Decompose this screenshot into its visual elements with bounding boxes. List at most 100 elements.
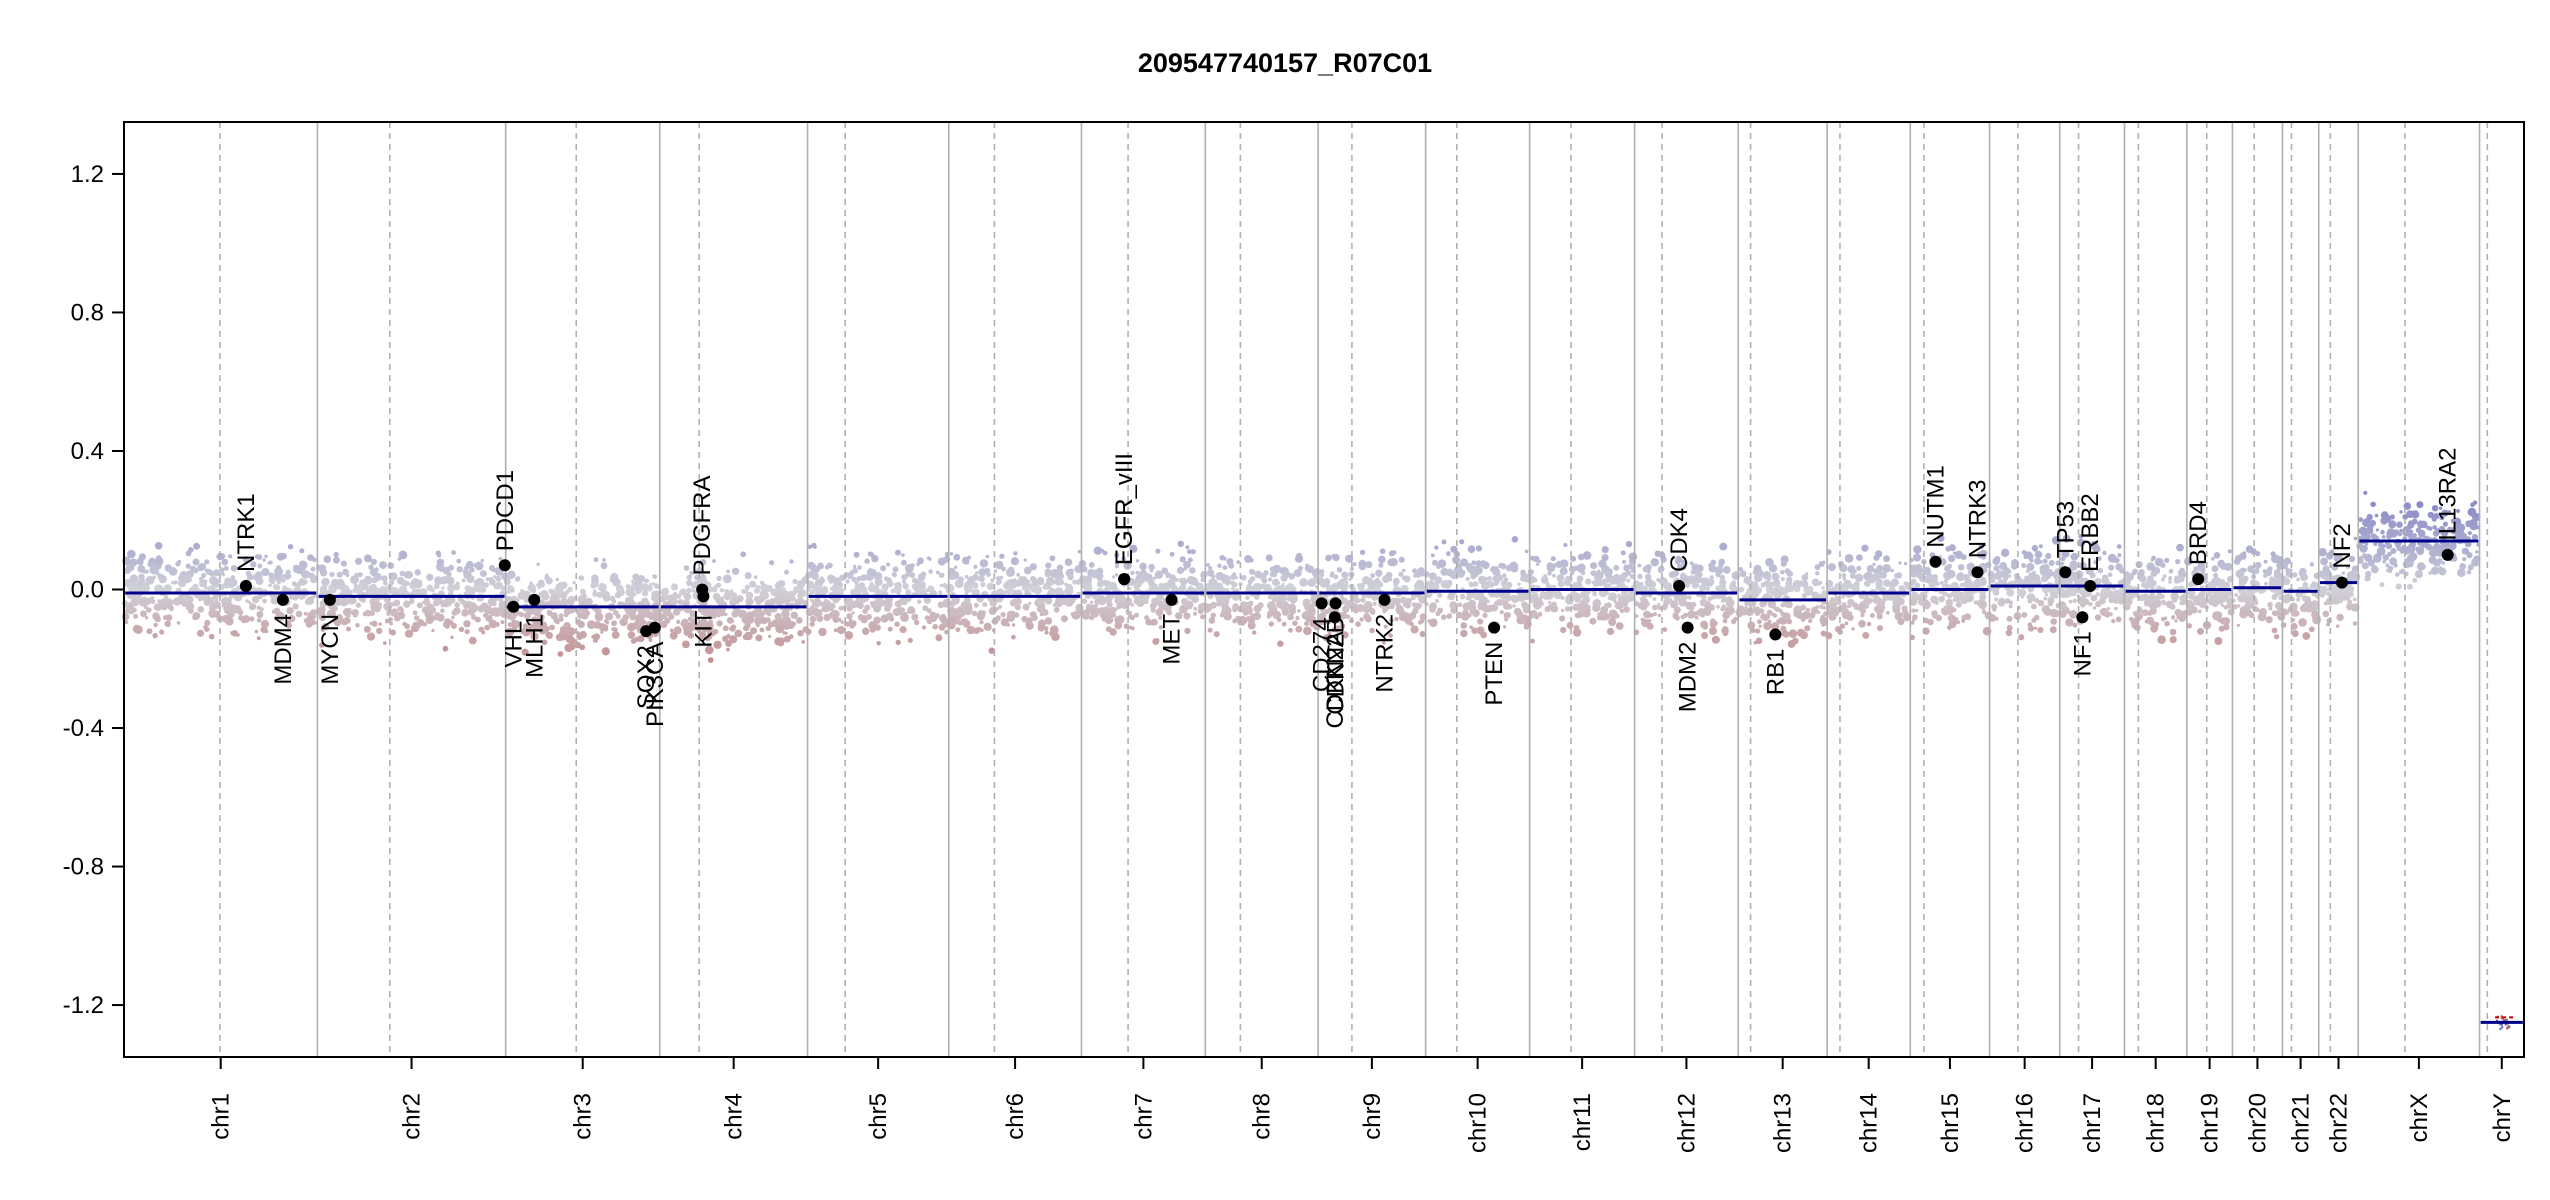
probe-point	[146, 628, 153, 635]
probe-point	[159, 629, 165, 635]
gene-label: RB1	[1762, 649, 1789, 696]
probe-point	[1847, 598, 1855, 606]
probe-point	[1475, 560, 1483, 567]
probe-point	[1711, 635, 1720, 644]
gene-label: NTRK3	[1965, 480, 1992, 559]
probe-point	[1189, 567, 1196, 574]
probe-point	[1042, 584, 1049, 590]
probe-point	[2028, 588, 2033, 593]
probe-point	[837, 617, 842, 622]
probe-point	[1158, 615, 1163, 620]
probe-point	[788, 594, 796, 602]
probe-point	[1515, 610, 1524, 618]
probe-point	[1360, 597, 1366, 603]
probe-point	[274, 573, 283, 582]
probe-point	[1016, 572, 1021, 577]
probe-point	[164, 594, 169, 600]
probe-point	[254, 629, 259, 634]
probe-point	[2471, 558, 2480, 567]
probe-point	[1222, 556, 1227, 561]
probe-point	[1708, 626, 1717, 636]
probe-point	[1369, 607, 1374, 613]
probe-point	[2291, 630, 2299, 637]
probe-point	[2065, 618, 2074, 627]
probe-point	[541, 639, 548, 646]
probe-point	[2169, 603, 2176, 610]
probe-point	[636, 613, 642, 620]
probe-point	[464, 629, 470, 635]
probe-point	[921, 625, 927, 630]
probe-point	[964, 591, 969, 596]
probe-point	[726, 633, 731, 639]
probe-point	[2047, 600, 2054, 607]
probe-point	[319, 568, 325, 573]
probe-point	[1511, 536, 1519, 543]
probe-point	[744, 572, 752, 580]
probe-point	[1885, 610, 1890, 615]
probe-point	[1295, 615, 1300, 621]
probe-point	[369, 568, 378, 577]
probe-point	[1441, 539, 1447, 545]
probe-point	[1687, 581, 1692, 585]
probe-point	[1605, 578, 1610, 583]
probe-point	[649, 616, 653, 621]
probe-point	[1377, 573, 1381, 578]
probe-point	[2414, 570, 2423, 579]
probe-point	[2388, 520, 2397, 529]
probe-point	[443, 621, 450, 628]
probe-point	[1127, 602, 1132, 606]
probe-point	[688, 626, 694, 633]
probe-point	[600, 562, 608, 570]
probe-point	[1590, 570, 1596, 576]
probe-point	[1488, 581, 1495, 588]
probe-point	[506, 590, 511, 594]
probe-point	[1994, 597, 1999, 602]
probe-point	[1333, 574, 1339, 580]
probe-point	[2220, 603, 2225, 608]
probe-point	[2100, 607, 2109, 617]
probe-point	[1244, 554, 1253, 563]
gene-label: PIK3CA	[642, 642, 669, 727]
probe-point	[177, 559, 182, 564]
probe-point	[744, 622, 751, 629]
probe-point	[1183, 612, 1191, 620]
probe-point	[204, 626, 210, 632]
probe-point	[2092, 606, 2097, 610]
probe-point	[1441, 580, 1450, 589]
probe-point	[813, 608, 823, 618]
probe-point	[726, 647, 730, 652]
probe-point	[1838, 581, 1842, 585]
probe-point	[1930, 595, 1939, 604]
probe-point	[2400, 548, 2405, 553]
probe-point	[1576, 575, 1584, 583]
probe-point	[1533, 578, 1538, 583]
probe-point	[2164, 557, 2170, 564]
gene-point	[648, 621, 661, 634]
probe-point	[2212, 611, 2220, 619]
probe-point	[224, 584, 229, 589]
probe-point	[256, 611, 264, 618]
probe-point	[2352, 621, 2358, 626]
gene-point	[528, 593, 541, 606]
probe-point	[2415, 527, 2421, 533]
probe-point	[887, 626, 893, 632]
probe-point	[743, 589, 748, 594]
probe-point	[126, 563, 135, 572]
probe-point	[1944, 565, 1951, 572]
probe-point	[840, 620, 844, 624]
probe-point	[156, 585, 164, 593]
probe-point	[1805, 607, 1811, 613]
probe-point	[1011, 623, 1016, 627]
probe-point	[176, 621, 181, 625]
probe-point	[2044, 593, 2049, 597]
probe-point	[1873, 554, 1880, 561]
probe-point	[678, 590, 684, 596]
probe-point	[2175, 610, 2184, 619]
probe-point	[2407, 554, 2412, 560]
probe-point	[1449, 601, 1458, 609]
probe-point	[1064, 588, 1072, 596]
probe-point	[734, 629, 743, 638]
probe-point	[2227, 549, 2232, 554]
probe-point	[979, 620, 984, 625]
probe-point	[1320, 573, 1324, 578]
